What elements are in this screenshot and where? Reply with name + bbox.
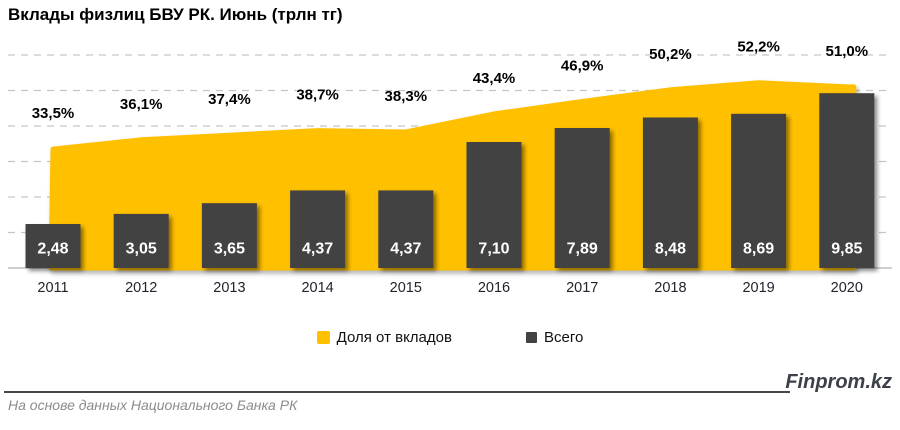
share-percent-label: 50,2%	[649, 46, 692, 63]
share-percent-label: 51,0%	[826, 43, 869, 60]
year-label: 2011	[37, 280, 68, 296]
year-label: 2018	[654, 280, 686, 296]
share-percent-label: 43,4%	[473, 70, 516, 87]
footer-divider	[4, 391, 790, 393]
legend-item-share: Доля от вкладов	[316, 329, 452, 346]
total-bar	[201, 203, 257, 268]
total-value-label: 4,37	[302, 241, 333, 258]
year-label: 2017	[566, 280, 598, 296]
share-percent-label: 46,9%	[561, 58, 604, 75]
legend-item-total: Всего	[525, 329, 584, 346]
year-label: 2012	[125, 280, 157, 296]
total-bar	[378, 190, 434, 268]
year-label: 2020	[831, 280, 863, 296]
share-percent-label: 37,4%	[208, 91, 251, 108]
total-value-label: 3,65	[214, 241, 245, 258]
total-bar	[642, 117, 698, 268]
brand-logo: Finprom.kz	[785, 371, 892, 393]
total-value-label: 2,48	[37, 241, 68, 258]
total-value-label: 7,89	[567, 241, 598, 258]
chart-legend: Доля от вкладов Всего	[0, 329, 900, 346]
share-percent-label: 33,5%	[32, 105, 75, 122]
year-label: 2014	[301, 280, 333, 296]
legend-label-share: Доля от вкладов	[336, 329, 452, 346]
total-bar	[554, 128, 610, 268]
total-value-label: 4,37	[390, 241, 421, 258]
share-percent-label: 36,1%	[120, 96, 163, 113]
share-percent-label: 38,7%	[296, 87, 339, 104]
total-value-label: 8,69	[743, 241, 774, 258]
total-bar	[731, 113, 787, 268]
total-bar	[466, 142, 522, 268]
chart-title: Вклады физлиц БВУ РК. Июнь (трлн тг)	[8, 5, 343, 24]
deposits-combo-chart: 33,5% 36,1% 37,4% 38,7% 38,3% 43,4% 46,9% 50,2%…	[8, 39, 892, 296]
total-bar	[25, 224, 81, 268]
year-label: 2015	[390, 280, 422, 296]
share-series-swatch-icon	[316, 331, 330, 344]
total-value-label: 3,05	[126, 241, 157, 258]
total-series-swatch-icon	[525, 332, 537, 343]
source-note: На основе данных Национального Банка РК	[8, 397, 298, 413]
year-label: 2013	[213, 280, 245, 296]
share-percent-label: 38,3%	[385, 88, 428, 105]
year-label: 2016	[478, 280, 510, 296]
total-bar	[290, 190, 346, 268]
total-bar	[819, 93, 875, 268]
year-label: 2019	[742, 280, 774, 296]
total-value-label: 8,48	[655, 241, 686, 258]
legend-label-total: Всего	[543, 329, 584, 346]
total-bar	[113, 213, 169, 268]
total-value-label: 9,85	[831, 241, 862, 258]
total-value-label: 7,10	[478, 241, 509, 258]
share-percent-label: 52,2%	[737, 39, 780, 56]
